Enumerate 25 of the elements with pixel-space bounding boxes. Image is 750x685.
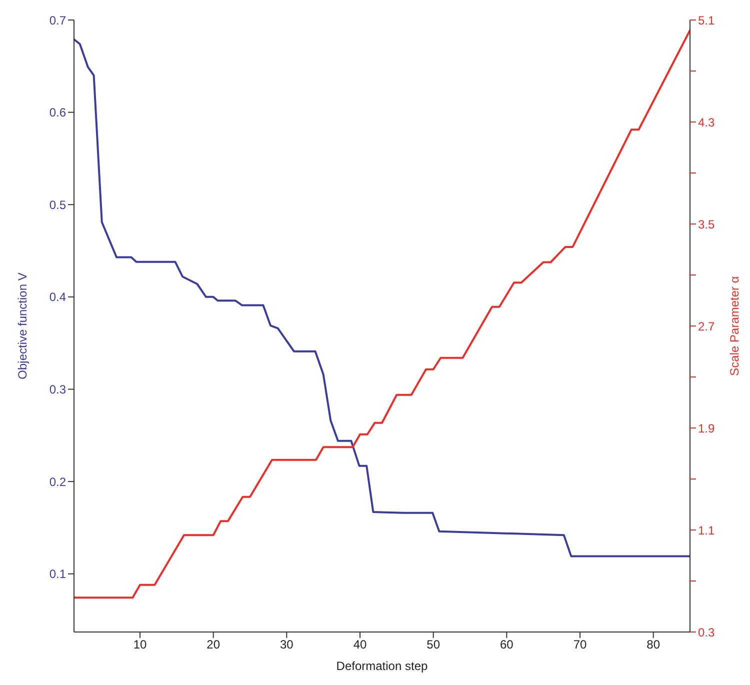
y2-tick-label: 2.7	[698, 319, 716, 334]
x-tick-label: 20	[206, 638, 220, 652]
y2-tick-label: 1.9	[698, 421, 716, 436]
x-tick-label: 50	[426, 638, 440, 652]
y-tick-label: 0.1	[49, 567, 66, 582]
x-axis-title: Deformation step	[336, 659, 428, 673]
y2-tick-label: 1.1	[698, 523, 716, 538]
y2-axis-title: Scale Parameter α	[727, 276, 742, 376]
y-tick-label: 0.6	[49, 106, 66, 120]
y-tick-label: 0.4	[49, 290, 66, 304]
y2-tick-label: 5.1	[698, 13, 716, 28]
x-tick-label: 60	[500, 638, 514, 652]
x-tick-label: 40	[353, 638, 367, 652]
y-tick-label: 0.2	[49, 474, 66, 489]
x-tick-label: 10	[133, 638, 147, 652]
y2-tick-label: 0.3	[698, 625, 716, 640]
y-tick-label: 0.5	[49, 198, 66, 212]
y-tick-label: 0.3	[49, 382, 66, 396]
x-tick-label: 80	[646, 638, 660, 652]
y-axis-title: Objective function V	[15, 272, 30, 380]
x-tick-label: 70	[573, 638, 587, 652]
y2-tick-label: 3.5	[698, 217, 716, 232]
x-tick-label: 30	[280, 638, 294, 652]
y-tick-label: 0.7	[49, 13, 66, 28]
y2-tick-label: 4.3	[698, 115, 716, 130]
